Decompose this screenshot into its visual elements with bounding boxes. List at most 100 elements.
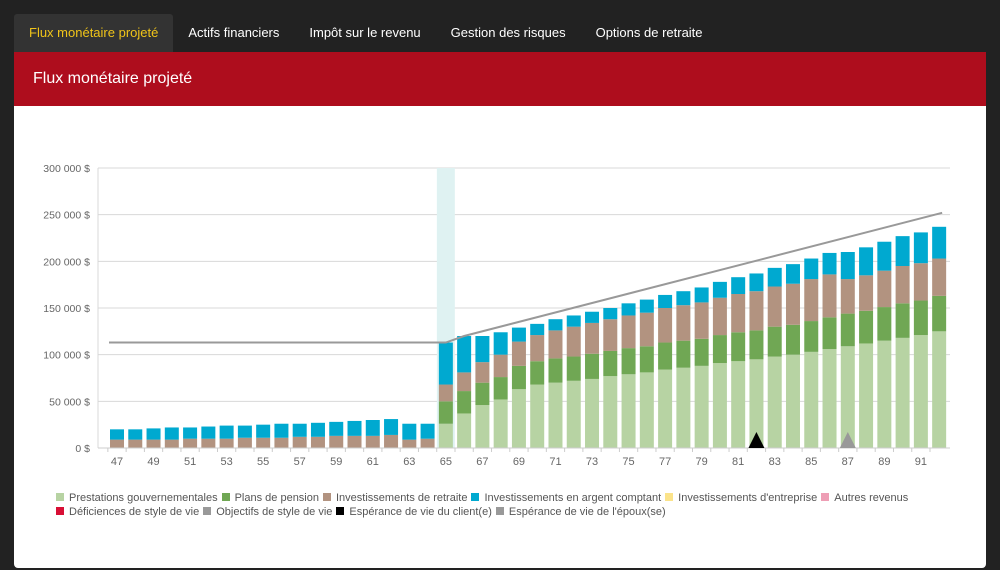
bar-segment[interactable] bbox=[895, 303, 910, 338]
bar-segment[interactable] bbox=[420, 438, 435, 448]
bar-segment[interactable] bbox=[347, 420, 362, 436]
tab-0[interactable]: Flux monétaire projeté bbox=[14, 14, 174, 52]
bar-segment[interactable] bbox=[913, 300, 928, 336]
bar-segment[interactable] bbox=[785, 264, 800, 284]
bar-segment[interactable] bbox=[530, 335, 545, 362]
bar-segment[interactable] bbox=[676, 305, 691, 341]
bar-segment[interactable] bbox=[274, 423, 289, 438]
bar-segment[interactable] bbox=[804, 321, 819, 352]
bar-segment[interactable] bbox=[913, 232, 928, 264]
bar-segment[interactable] bbox=[712, 281, 727, 298]
bar-segment[interactable] bbox=[822, 349, 837, 448]
bar-segment[interactable] bbox=[895, 236, 910, 266]
bar-segment[interactable] bbox=[694, 287, 709, 303]
bar-segment[interactable] bbox=[877, 307, 892, 341]
bar-segment[interactable] bbox=[566, 315, 581, 327]
bar-segment[interactable] bbox=[128, 429, 143, 440]
bar-segment[interactable] bbox=[384, 434, 399, 448]
bar-segment[interactable] bbox=[585, 353, 600, 379]
bar-segment[interactable] bbox=[548, 382, 563, 448]
bar-segment[interactable] bbox=[164, 427, 179, 440]
bar-segment[interactable] bbox=[402, 439, 417, 448]
bar-segment[interactable] bbox=[676, 291, 691, 306]
bar-segment[interactable] bbox=[164, 439, 179, 448]
bar-segment[interactable] bbox=[749, 273, 764, 292]
bar-segment[interactable] bbox=[329, 435, 344, 448]
bar-segment[interactable] bbox=[475, 405, 490, 448]
bar-segment[interactable] bbox=[804, 279, 819, 322]
bar-segment[interactable] bbox=[731, 332, 746, 362]
tab-4[interactable]: Options de retraite bbox=[595, 25, 703, 40]
bar-segment[interactable] bbox=[475, 362, 490, 383]
bar-segment[interactable] bbox=[712, 335, 727, 364]
bar-segment[interactable] bbox=[475, 336, 490, 363]
bar-segment[interactable] bbox=[822, 317, 837, 350]
bar-segment[interactable] bbox=[840, 252, 855, 280]
bar-segment[interactable] bbox=[110, 439, 124, 448]
bar-segment[interactable] bbox=[201, 426, 216, 439]
bar-segment[interactable] bbox=[895, 266, 910, 304]
bar-segment[interactable] bbox=[603, 319, 618, 351]
bar-segment[interactable] bbox=[274, 437, 289, 448]
bar-segment[interactable] bbox=[183, 438, 198, 448]
bar-segment[interactable] bbox=[822, 274, 837, 318]
tab-3[interactable]: Gestion des risques bbox=[450, 25, 566, 40]
bar-segment[interactable] bbox=[877, 340, 892, 448]
bar-segment[interactable] bbox=[585, 322, 600, 354]
bar-segment[interactable] bbox=[548, 358, 563, 383]
bar-segment[interactable] bbox=[110, 429, 124, 440]
bar-segment[interactable] bbox=[384, 419, 399, 435]
bar-segment[interactable] bbox=[603, 376, 618, 448]
bar-segment[interactable] bbox=[840, 346, 855, 448]
bar-segment[interactable] bbox=[840, 279, 855, 314]
bar-segment[interactable] bbox=[639, 372, 654, 448]
bar-segment[interactable] bbox=[603, 350, 618, 377]
bar-segment[interactable] bbox=[146, 439, 161, 448]
bar-segment[interactable] bbox=[767, 356, 782, 448]
legend-item[interactable]: Prestations gouvernementales bbox=[56, 491, 218, 505]
bar-segment[interactable] bbox=[566, 356, 581, 381]
bar-segment[interactable] bbox=[639, 299, 654, 313]
legend-item[interactable]: Investissements en argent comptant bbox=[471, 491, 661, 505]
legend-item[interactable]: Objectifs de style de vie bbox=[203, 505, 332, 519]
tab-1[interactable]: Actifs financiers bbox=[188, 25, 280, 40]
legend-item[interactable]: Déficiences de style de vie bbox=[56, 505, 199, 519]
bar-segment[interactable] bbox=[511, 389, 526, 448]
bar-segment[interactable] bbox=[694, 365, 709, 448]
bar-segment[interactable] bbox=[639, 312, 654, 347]
legend-item[interactable]: Plans de pension bbox=[221, 491, 319, 505]
bar-segment[interactable] bbox=[932, 295, 947, 332]
legend-item[interactable]: Espérance de vie de l'époux(se) bbox=[495, 505, 666, 519]
bar-segment[interactable] bbox=[438, 423, 453, 448]
bar-segment[interactable] bbox=[347, 435, 362, 448]
bar-segment[interactable] bbox=[767, 326, 782, 357]
bar-segment[interactable] bbox=[621, 315, 636, 349]
bar-segment[interactable] bbox=[329, 421, 344, 436]
legend-item[interactable]: Espérance de vie du client(e) bbox=[336, 505, 492, 519]
bar-segment[interactable] bbox=[566, 326, 581, 357]
bar-segment[interactable] bbox=[237, 425, 252, 438]
bar-segment[interactable] bbox=[420, 423, 435, 439]
bar-segment[interactable] bbox=[457, 372, 472, 392]
bar-segment[interactable] bbox=[859, 343, 874, 448]
bar-segment[interactable] bbox=[457, 413, 472, 448]
bar-segment[interactable] bbox=[621, 348, 636, 375]
bar-segment[interactable] bbox=[219, 425, 234, 439]
bar-segment[interactable] bbox=[822, 252, 837, 275]
bar-segment[interactable] bbox=[183, 427, 198, 439]
bar-segment[interactable] bbox=[932, 226, 947, 259]
bar-segment[interactable] bbox=[932, 331, 947, 448]
bar-segment[interactable] bbox=[530, 361, 545, 385]
bar-segment[interactable] bbox=[859, 275, 874, 311]
bar-segment[interactable] bbox=[511, 365, 526, 390]
bar-segment[interactable] bbox=[859, 247, 874, 276]
bar-segment[interactable] bbox=[530, 323, 545, 336]
bar-segment[interactable] bbox=[712, 297, 727, 336]
bar-segment[interactable] bbox=[530, 384, 545, 448]
bar-segment[interactable] bbox=[603, 308, 618, 320]
bar-segment[interactable] bbox=[457, 336, 472, 373]
bar-segment[interactable] bbox=[256, 424, 271, 438]
bar-segment[interactable] bbox=[895, 337, 910, 448]
bar-segment[interactable] bbox=[785, 324, 800, 355]
bar-segment[interactable] bbox=[767, 286, 782, 327]
